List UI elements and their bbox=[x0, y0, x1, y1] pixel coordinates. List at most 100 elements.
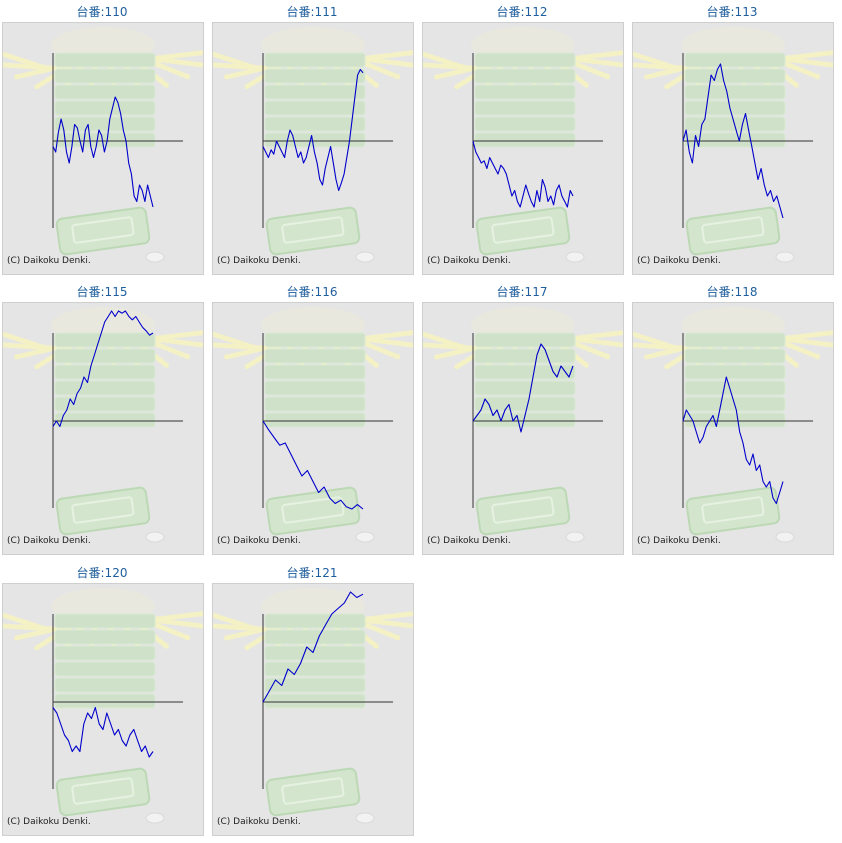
tray-decoration bbox=[264, 116, 366, 132]
tray-decoration bbox=[54, 645, 156, 661]
sun-ray bbox=[784, 330, 833, 341]
chart-cell: 台番:116 (C) Daikoku Denki. bbox=[210, 280, 414, 555]
data-series-line bbox=[262, 420, 364, 510]
chart-cell: 台番:117 (C) Daikoku Denki. bbox=[420, 280, 624, 555]
tray-decoration bbox=[264, 661, 366, 677]
tray-decoration bbox=[474, 396, 576, 412]
tray-decoration bbox=[264, 613, 366, 629]
chart-svg bbox=[213, 27, 413, 263]
sun-ray bbox=[360, 336, 413, 348]
tray-decoration bbox=[54, 52, 156, 68]
chart-svg bbox=[423, 307, 623, 543]
chart-title: 台番:113 bbox=[706, 5, 758, 19]
chart-panel: (C) Daikoku Denki. bbox=[422, 302, 624, 555]
tray-decoration bbox=[54, 629, 156, 645]
tray-decoration bbox=[54, 348, 156, 364]
chart-panel: (C) Daikoku Denki. bbox=[2, 22, 204, 275]
chart-cell: 台番:110 (C) Daikoku Denki. bbox=[0, 0, 204, 275]
base-tray-inner bbox=[281, 777, 345, 805]
tray-decoration bbox=[54, 613, 156, 629]
base-tray-decoration bbox=[265, 206, 361, 256]
credit-text: (C) Daikoku Denki. bbox=[217, 256, 301, 266]
chart-panel: (C) Daikoku Denki. bbox=[2, 302, 204, 555]
tray-decoration bbox=[54, 396, 156, 412]
chart-svg bbox=[3, 27, 203, 263]
tray-decoration bbox=[54, 100, 156, 116]
tray-decoration bbox=[54, 380, 156, 396]
sun-ray bbox=[360, 617, 413, 629]
tray-decoration bbox=[684, 68, 786, 84]
tray-decoration bbox=[474, 348, 576, 364]
base-tray-decoration bbox=[685, 206, 781, 256]
sun-ray bbox=[633, 331, 682, 352]
data-series-line bbox=[52, 706, 154, 758]
tray-decoration bbox=[264, 84, 366, 100]
chart-svg bbox=[3, 588, 203, 824]
chart-svg bbox=[213, 588, 413, 824]
coin-decoration bbox=[145, 251, 165, 263]
chart-title: 台番:112 bbox=[496, 5, 548, 19]
chart-cell: 台番:121 (C) Daikoku Denki. bbox=[210, 561, 414, 836]
chart-panel: (C) Daikoku Denki. bbox=[212, 583, 414, 836]
sun-ray bbox=[150, 56, 203, 68]
coin-decoration bbox=[775, 251, 795, 263]
tray-decoration bbox=[264, 380, 366, 396]
chart-panel: (C) Daikoku Denki. bbox=[632, 302, 834, 555]
chart-panel: (C) Daikoku Denki. bbox=[212, 22, 414, 275]
base-tray-inner bbox=[281, 496, 345, 524]
chart-cell: 台番:113 (C) Daikoku Denki. bbox=[630, 0, 834, 275]
sun-ray bbox=[3, 331, 52, 352]
tray-decoration bbox=[54, 412, 156, 428]
sun-ray bbox=[213, 51, 262, 72]
base-tray-decoration bbox=[55, 767, 151, 817]
tray-decoration bbox=[264, 412, 366, 428]
tray-decoration bbox=[474, 68, 576, 84]
base-tray-inner bbox=[701, 496, 765, 524]
base-tray-inner bbox=[71, 777, 135, 805]
tray-decoration bbox=[264, 52, 366, 68]
chart-cell: 台番:115 (C) Daikoku Denki. bbox=[0, 280, 204, 555]
credit-text: (C) Daikoku Denki. bbox=[7, 256, 91, 266]
tray-decoration bbox=[474, 100, 576, 116]
tray-decoration bbox=[264, 332, 366, 348]
chart-svg bbox=[633, 307, 833, 543]
base-tray-inner bbox=[281, 216, 345, 244]
sun-ray bbox=[213, 612, 262, 633]
tray-decoration bbox=[474, 364, 576, 380]
sun-ray bbox=[213, 331, 262, 352]
tray-decoration bbox=[684, 364, 786, 380]
tray-decoration bbox=[684, 52, 786, 68]
credit-text: (C) Daikoku Denki. bbox=[217, 817, 301, 827]
base-tray-decoration bbox=[475, 486, 571, 536]
tray-decoration bbox=[54, 677, 156, 693]
sun-ray bbox=[3, 51, 52, 72]
tray-decoration bbox=[54, 661, 156, 677]
chart-title: 台番:111 bbox=[286, 5, 338, 19]
credit-text: (C) Daikoku Denki. bbox=[7, 536, 91, 546]
sun-ray bbox=[150, 336, 203, 348]
chart-svg bbox=[3, 307, 203, 543]
tray-decoration bbox=[684, 132, 786, 148]
sun-ray bbox=[154, 50, 203, 61]
base-tray-decoration bbox=[55, 206, 151, 256]
tray-decoration bbox=[474, 132, 576, 148]
sun-ray bbox=[3, 612, 52, 633]
tray-decoration bbox=[264, 348, 366, 364]
base-tray-inner bbox=[701, 216, 765, 244]
sun-ray bbox=[364, 330, 413, 341]
sun-ray bbox=[780, 336, 833, 348]
base-tray-inner bbox=[71, 216, 135, 244]
tray-decoration bbox=[264, 396, 366, 412]
credit-text: (C) Daikoku Denki. bbox=[427, 536, 511, 546]
chart-cell: 台番:118 (C) Daikoku Denki. bbox=[630, 280, 834, 555]
tray-decoration bbox=[684, 412, 786, 428]
sun-ray bbox=[150, 617, 203, 629]
coin-decoration bbox=[565, 251, 585, 263]
sun-ray bbox=[364, 611, 413, 622]
tray-decoration bbox=[474, 116, 576, 132]
base-tray-decoration bbox=[475, 206, 571, 256]
sun-ray bbox=[633, 51, 682, 72]
sun-ray bbox=[423, 51, 472, 72]
tray-decoration bbox=[264, 100, 366, 116]
data-series-line bbox=[52, 310, 154, 428]
